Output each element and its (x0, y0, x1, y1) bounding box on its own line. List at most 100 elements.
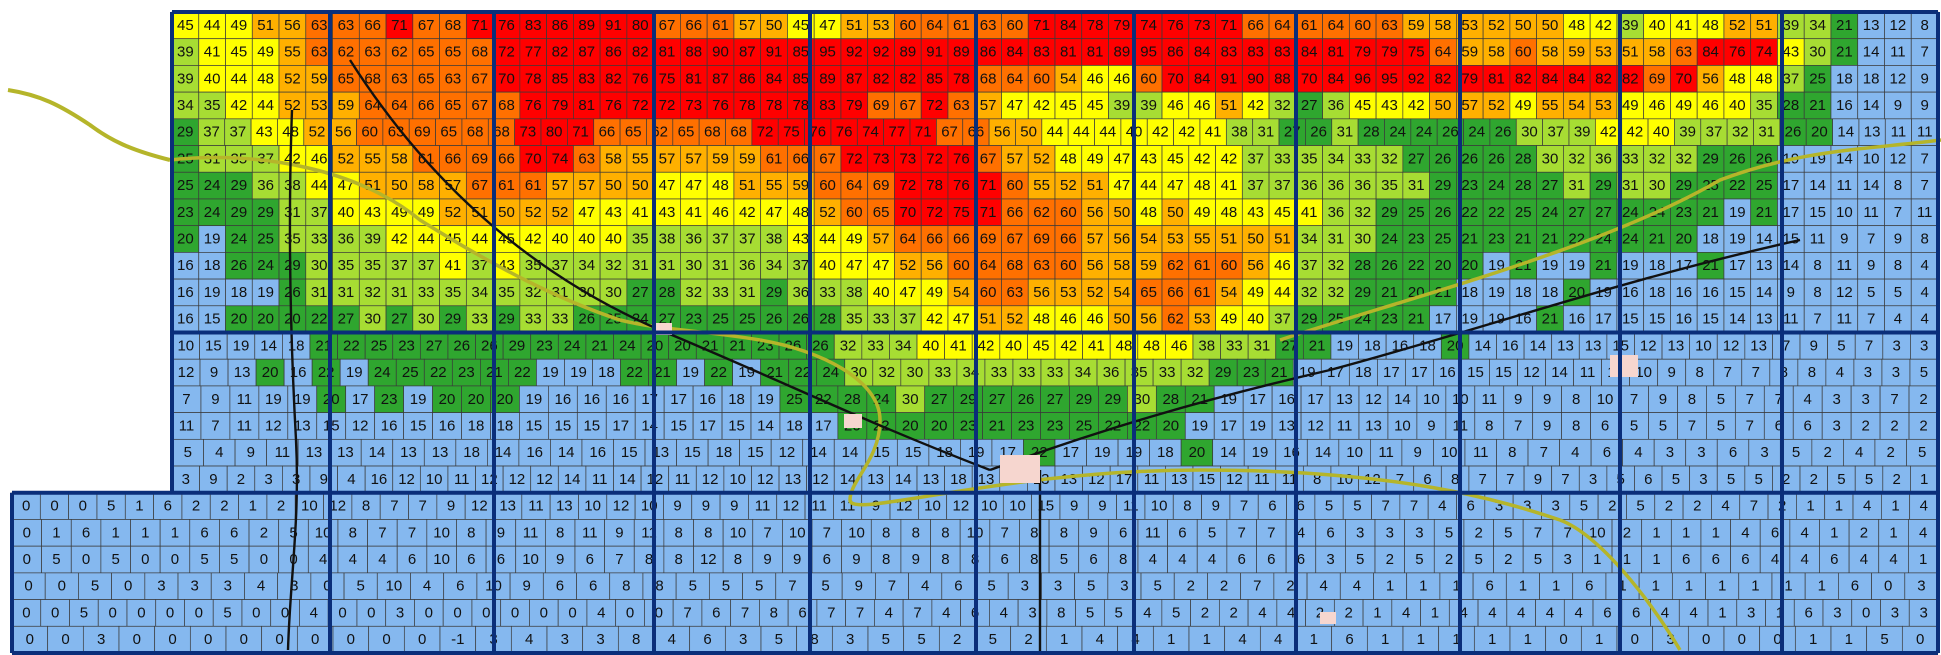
cell-value-label: 27 (1568, 204, 1585, 221)
cell-value-label: 3 (1021, 578, 1029, 595)
grid-cell (1590, 412, 1620, 440)
cell-value-label: 14 (1863, 97, 1880, 114)
cell-value-label: 11 (1144, 471, 1160, 488)
grid-cell (1322, 225, 1350, 253)
cell-value-label: 21 (1542, 231, 1559, 248)
grid-cell (1489, 358, 1518, 387)
grid-cell (200, 412, 231, 440)
cell-value-label: 35 (338, 257, 355, 274)
cell-value-label: 9 (1668, 364, 1676, 381)
cell-value-label: 41 (445, 257, 462, 274)
cell-value-label: 64 (846, 177, 863, 194)
grid-cell (1563, 252, 1591, 280)
grid-cell (519, 11, 547, 40)
cell-value-label: 68 (493, 124, 510, 141)
grid-cell (1402, 171, 1430, 200)
cell-value-label: 42 (1178, 124, 1195, 141)
cell-value-label: 1 (112, 524, 120, 541)
cell-value-label: 5 (821, 578, 829, 595)
grid-cell (1563, 145, 1591, 173)
cell-value-label: 78 (766, 97, 783, 114)
cell-value-label: 9 (1894, 231, 1902, 248)
grid-cell (385, 225, 414, 253)
grid-cell (680, 225, 708, 253)
cell-value-label: 26 (578, 311, 595, 328)
grid-cell (1750, 198, 1778, 227)
cell-value-label: 66 (1007, 204, 1024, 221)
cell-value-label: 24 (619, 337, 636, 354)
grid-cell (412, 252, 440, 280)
cell-value-label: 19 (1249, 417, 1266, 434)
cell-value-label: 5 (1172, 604, 1180, 621)
cell-value-label: 25 (402, 364, 419, 381)
cell-value-label: 36 (1595, 150, 1612, 167)
cell-value-label: 68 (730, 124, 747, 141)
cell-value-label: 91 (1221, 70, 1238, 87)
cell-value-label: 14 (260, 337, 277, 354)
cell-value-label: 59 (739, 150, 756, 167)
cell-value-label: 1 (1593, 551, 1601, 568)
cell-value-label: 9 (615, 524, 623, 541)
cell-value-label: 1 (1417, 631, 1425, 648)
cell-value-label: 48 (792, 204, 809, 221)
grid-cell (599, 225, 628, 253)
cell-value-label: 18 (1863, 70, 1880, 87)
grid-cell (1188, 11, 1216, 40)
cell-value-label: 6 (1585, 578, 1593, 595)
cell-value-label: 20 (1189, 444, 1206, 461)
cell-value-label: 4 (525, 631, 533, 648)
cell-value-label: 7 (390, 498, 398, 515)
grid-cell (1803, 225, 1832, 253)
cell-value-label: 66 (1060, 231, 1077, 248)
grid-cell (1134, 38, 1163, 66)
cell-value-label: 6 (1741, 551, 1749, 568)
grid-cell (1779, 118, 1807, 146)
cell-value-label: 47 (659, 177, 676, 194)
grid-cell (721, 385, 752, 413)
cell-value-label: 22 (1408, 257, 1425, 274)
cell-value-label: 69 (873, 97, 890, 114)
cell-value-label: 2 (1665, 498, 1673, 515)
grid-cell (900, 358, 930, 387)
cell-value-label: 41 (204, 44, 221, 61)
cell-value-label: 37 (899, 311, 916, 328)
grid-cell (1643, 305, 1671, 333)
cell-value-label: 15 (1198, 471, 1215, 488)
cell-value-label: 22 (343, 337, 360, 354)
cell-value-label: 48 (712, 177, 729, 194)
cell-value-label: 3 (1760, 444, 1768, 461)
cell-value-label: 24 (822, 364, 839, 381)
cell-value-label: 13 (1864, 124, 1881, 141)
cell-value-label: 76 (953, 150, 970, 167)
cell-value-label: 5 (1353, 498, 1361, 515)
grid-cell (867, 91, 895, 120)
cell-value-label: 84 (1194, 70, 1211, 87)
cell-value-label: 58 (605, 150, 622, 167)
cell-value-label: 48 (1756, 70, 1773, 87)
cell-value-label: 78 (1087, 17, 1104, 34)
grid-cell (813, 225, 842, 253)
cell-value-label: 9 (855, 578, 863, 595)
grid-cell (1241, 91, 1270, 120)
cell-value-label: 59 (1140, 257, 1157, 274)
cell-value-label: 42 (1600, 124, 1617, 141)
grid-cell (894, 252, 922, 280)
cell-value-label: 13 (1668, 337, 1685, 354)
grid-cell (750, 385, 781, 413)
grid-cell (1429, 91, 1457, 120)
grid-cell (1108, 252, 1136, 280)
cell-value-label: 28 (1354, 257, 1371, 274)
cell-value-label: 71 (572, 124, 589, 141)
cell-value-label: 61 (498, 177, 515, 194)
cell-value-label: 3 (190, 578, 198, 595)
cell-value-label: 71 (980, 204, 997, 221)
cell-value-label: 0 (51, 604, 59, 621)
cell-value-label: 81 (685, 70, 702, 87)
cell-value-label: 18 (1355, 364, 1372, 381)
grid-cell (530, 332, 559, 360)
cell-value-label: 43 (1140, 150, 1157, 167)
cell-value-label: 46 (1114, 70, 1131, 87)
cell-value-label: 34 (895, 337, 912, 354)
grid-cell (1750, 252, 1778, 280)
cell-value-label: 53 (1461, 17, 1478, 34)
